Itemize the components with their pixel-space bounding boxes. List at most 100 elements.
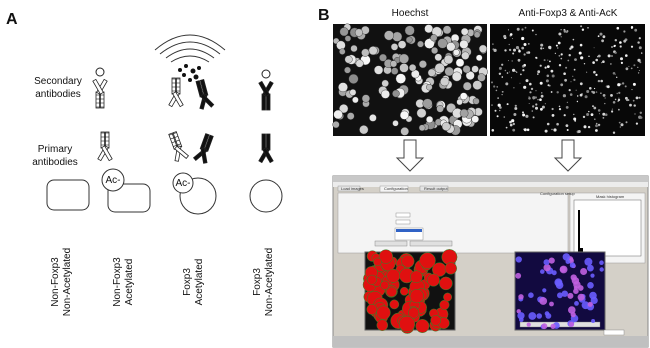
spot bbox=[591, 90, 594, 93]
stripe bbox=[171, 139, 180, 144]
spot bbox=[529, 91, 532, 94]
spot bbox=[537, 73, 539, 75]
column-label: Foxp3 bbox=[182, 268, 193, 296]
cell-overlay bbox=[545, 313, 552, 319]
spot bbox=[632, 99, 635, 102]
spot bbox=[584, 95, 588, 99]
spot bbox=[523, 43, 527, 46]
nucleus bbox=[475, 54, 483, 62]
cell-overlay bbox=[557, 292, 563, 299]
spot bbox=[549, 60, 551, 63]
spot bbox=[619, 126, 621, 128]
antibody-arm bbox=[92, 78, 104, 95]
region bbox=[409, 288, 424, 304]
spot bbox=[548, 84, 551, 87]
spot bbox=[592, 105, 594, 107]
spot bbox=[628, 65, 630, 67]
cell-overlay bbox=[568, 321, 575, 327]
spot bbox=[625, 121, 628, 124]
spot bbox=[595, 122, 598, 125]
nucleus bbox=[446, 42, 456, 52]
spot bbox=[523, 128, 527, 132]
nucleus bbox=[392, 31, 403, 42]
spot bbox=[614, 39, 617, 42]
tab[interactable]: Configuration bbox=[384, 186, 408, 191]
spot bbox=[623, 39, 627, 43]
spot bbox=[614, 51, 617, 54]
spot bbox=[507, 60, 509, 62]
nucleus bbox=[436, 105, 444, 113]
antibody-arm bbox=[200, 93, 215, 108]
cell-overlay bbox=[528, 292, 534, 299]
nucleus bbox=[339, 27, 349, 37]
column-label: Non-Foxp3 bbox=[50, 257, 61, 307]
region bbox=[443, 292, 453, 302]
nucleus bbox=[443, 54, 454, 65]
cell-overlay bbox=[591, 319, 596, 323]
spot bbox=[635, 122, 639, 125]
nucleus bbox=[348, 73, 359, 84]
spot bbox=[546, 122, 550, 126]
cell-overlay bbox=[559, 266, 566, 273]
spot bbox=[511, 60, 513, 62]
tab[interactable]: Result output bbox=[424, 186, 448, 191]
nucleus bbox=[465, 70, 475, 80]
nucleus bbox=[478, 44, 488, 53]
nucleus bbox=[392, 120, 399, 127]
spot bbox=[567, 59, 570, 62]
spot bbox=[532, 116, 535, 119]
spot bbox=[541, 105, 545, 109]
spot bbox=[617, 100, 619, 102]
spot bbox=[523, 85, 527, 89]
cell bbox=[46, 179, 90, 211]
nucleus bbox=[344, 35, 352, 42]
region bbox=[444, 262, 457, 275]
region bbox=[389, 299, 400, 310]
spot bbox=[599, 32, 603, 36]
nucleus bbox=[404, 25, 415, 36]
antibody-stem bbox=[171, 77, 176, 95]
spot bbox=[528, 97, 531, 100]
spot bbox=[630, 67, 633, 70]
spot bbox=[509, 71, 510, 73]
spot bbox=[600, 79, 603, 83]
nucleus bbox=[472, 80, 483, 90]
spot bbox=[501, 94, 503, 96]
spot bbox=[610, 63, 612, 65]
spot bbox=[506, 72, 509, 74]
acetyl-group bbox=[172, 172, 194, 194]
spot bbox=[580, 56, 584, 60]
antibody-arm bbox=[172, 91, 184, 108]
nucleus bbox=[368, 46, 378, 56]
spot bbox=[594, 118, 596, 120]
setup-heading: Configuration setup bbox=[540, 191, 575, 196]
spot bbox=[506, 103, 509, 106]
spot bbox=[573, 113, 575, 116]
spot bbox=[503, 34, 507, 38]
spot bbox=[496, 115, 499, 118]
spot bbox=[560, 83, 564, 87]
spot bbox=[527, 43, 530, 45]
tab[interactable]: Load images bbox=[341, 186, 364, 191]
spot bbox=[515, 46, 520, 50]
spot bbox=[537, 99, 539, 101]
cell bbox=[249, 179, 283, 213]
cell-overlay bbox=[562, 253, 570, 261]
nucleus bbox=[441, 122, 451, 131]
spot bbox=[597, 79, 601, 83]
spot bbox=[578, 51, 582, 55]
cell-overlay bbox=[543, 259, 550, 266]
spot bbox=[639, 61, 642, 64]
spot bbox=[501, 91, 503, 93]
cell-overlay bbox=[570, 312, 576, 318]
nucleus bbox=[374, 65, 384, 75]
spot bbox=[556, 122, 559, 126]
spot bbox=[604, 102, 606, 105]
spot bbox=[509, 120, 512, 124]
spot bbox=[503, 116, 506, 118]
spot bbox=[588, 55, 590, 57]
spot bbox=[606, 85, 610, 89]
spot bbox=[583, 63, 586, 65]
spot bbox=[637, 58, 641, 62]
